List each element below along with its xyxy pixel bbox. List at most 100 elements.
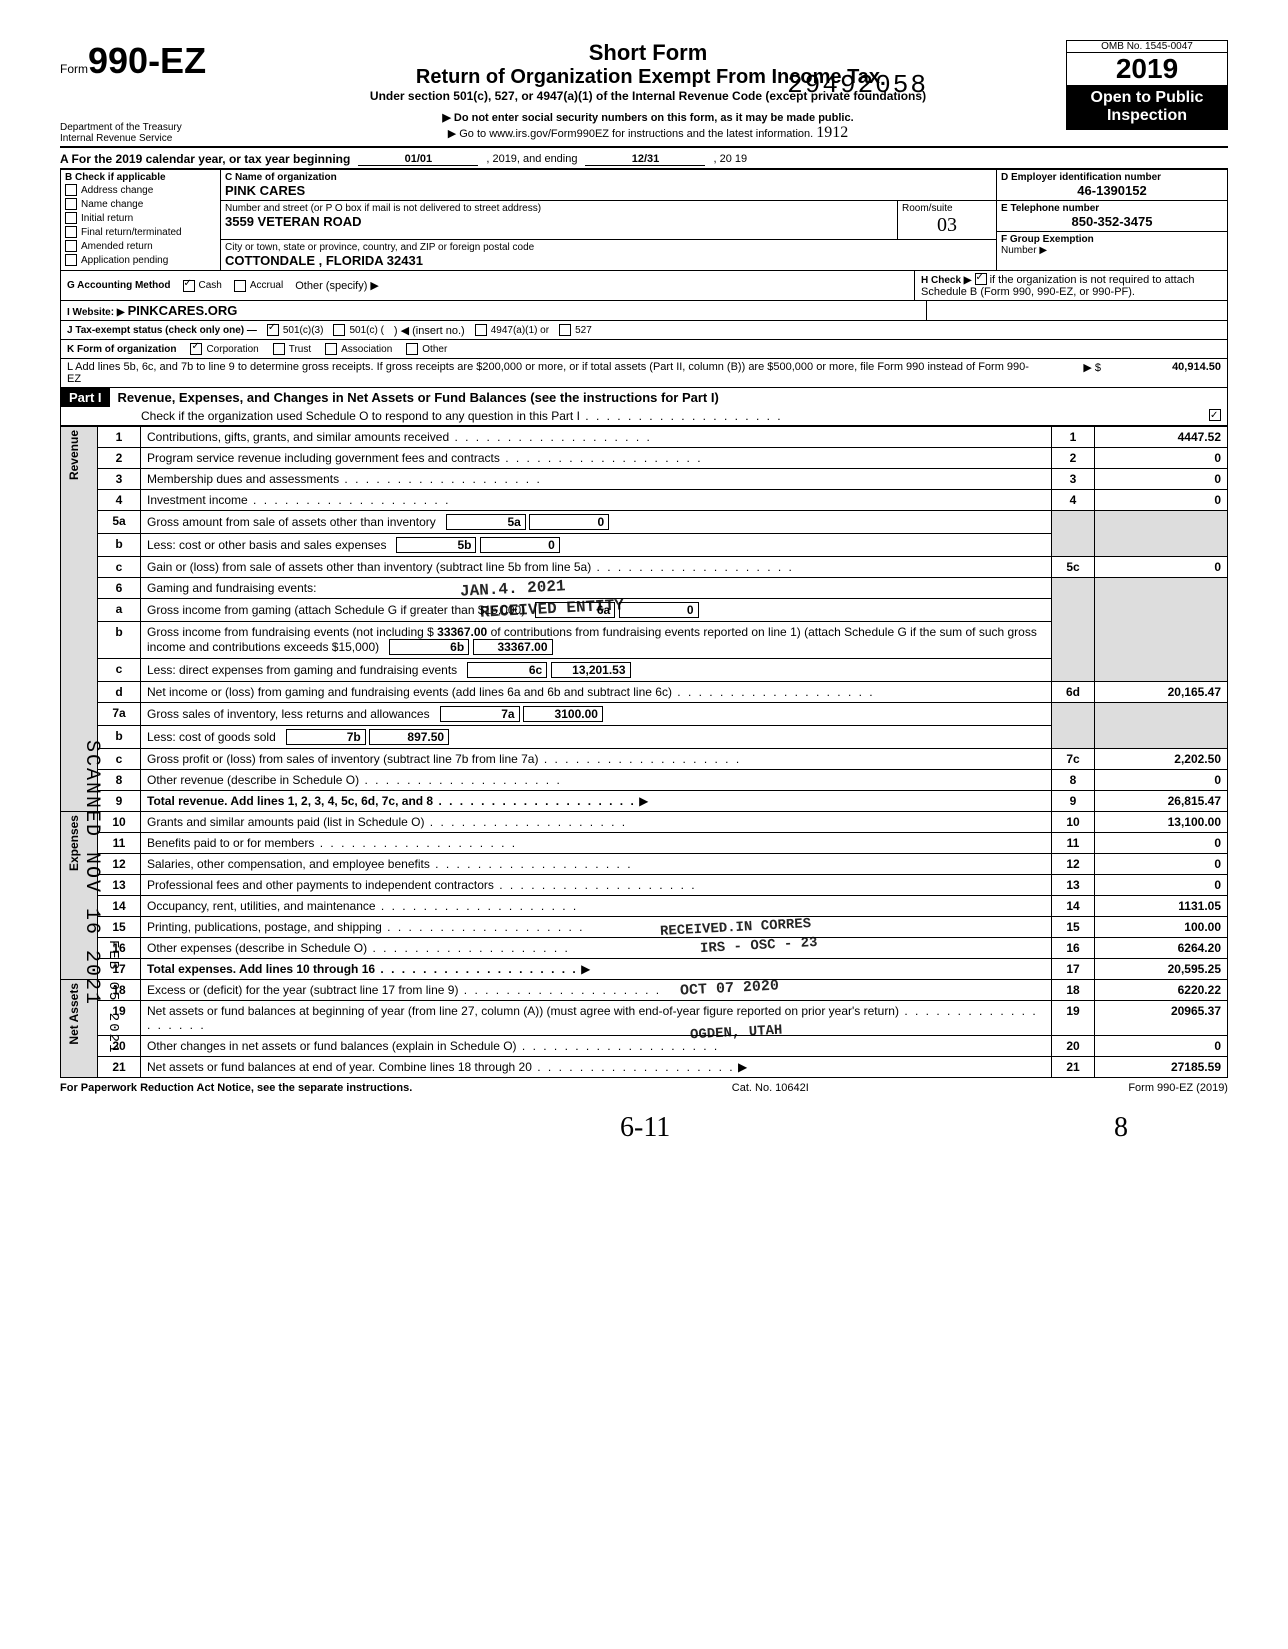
row-12-text: Salaries, other compensation, and employ… <box>141 854 1052 875</box>
row-11-amt: 0 <box>1095 833 1228 854</box>
cb-527[interactable]: 527 <box>559 323 592 337</box>
row-8-amt: 0 <box>1095 770 1228 791</box>
cb-4947[interactable]: 4947(a)(1) or <box>475 323 549 337</box>
city-label: City or town, state or province, country… <box>225 242 992 253</box>
row-5a-text: Gross amount from sale of assets other t… <box>141 511 1052 534</box>
footer-paperwork: For Paperwork Reduction Act Notice, see … <box>60 1082 412 1094</box>
barcode-number: 29492058 <box>787 70 928 100</box>
cb-other-org[interactable]: Other <box>406 342 447 356</box>
row-1-amt: 4447.52 <box>1095 427 1228 448</box>
cb-corporation[interactable]: Corporation <box>190 342 258 356</box>
main-title: Return of Organization Exempt From Incom… <box>230 66 1066 89</box>
section-h-label: H Check ▶ <box>921 275 971 286</box>
row-18-text: Excess or (deficit) for the year (subtra… <box>141 980 1052 1001</box>
short-form-title: Short Form <box>230 40 1066 66</box>
part1-title: Revenue, Expenses, and Changes in Net As… <box>118 390 719 405</box>
line-a-mid: , 2019, and ending <box>486 153 577 165</box>
handwritten-bottom-1: 6-11 <box>620 1112 670 1144</box>
row-20-text: Other changes in net assets or fund bala… <box>141 1036 1052 1057</box>
netassets-side-label: Net Assets <box>67 983 81 1045</box>
row-13-amt: 0 <box>1095 875 1228 896</box>
line-a-label: A For the 2019 calendar year, or tax yea… <box>60 152 350 166</box>
cb-application-pending[interactable]: Application pending <box>65 253 216 267</box>
g-other: Other (specify) ▶ <box>295 279 379 292</box>
j-insert: ) ◀ (insert no.) <box>394 324 465 337</box>
row-19-text: Net assets or fund balances at beginning… <box>141 1001 1052 1036</box>
website-url: PINKCARES.ORG <box>128 303 238 318</box>
row-2-amt: 0 <box>1095 448 1228 469</box>
row-6d-text: Net income or (loss) from gaming and fun… <box>141 682 1052 703</box>
room-suite-value: 03 <box>902 214 992 237</box>
website-note: ▶ Go to www.irs.gov/Form990EZ for instru… <box>230 124 1066 142</box>
row-3-text: Membership dues and assessments <box>141 469 1052 490</box>
section-f-number: Number ▶ <box>1001 245 1223 256</box>
section-f-label: F Group Exemption <box>1001 234 1223 245</box>
section-c-label: C Name of organization <box>225 172 992 183</box>
section-b-label: B Check if applicable <box>65 172 216 183</box>
row-7b-text: Less: cost of goods sold 7b 897.50 <box>141 726 1052 749</box>
row-21-amt: 27185.59 <box>1095 1057 1228 1078</box>
row-15-text: Printing, publications, postage, and shi… <box>141 917 1052 938</box>
cb-address-change[interactable]: Address change <box>65 183 216 197</box>
row-9-amt: 26,815.47 <box>1095 791 1228 812</box>
row-5c-amt: 0 <box>1095 557 1228 578</box>
cb-trust[interactable]: Trust <box>273 342 311 356</box>
form-number: 990-EZ <box>88 40 206 82</box>
row-21-text: Net assets or fund balances at end of ye… <box>141 1057 1052 1078</box>
street-address: 3559 VETERAN ROAD <box>225 214 893 229</box>
dept-treasury: Department of the Treasury <box>60 122 230 133</box>
row-18-amt: 6220.22 <box>1095 980 1228 1001</box>
section-d-label: D Employer identification number <box>1001 172 1223 183</box>
row-4-amt: 0 <box>1095 490 1228 511</box>
scanned-stamp-2: FEB 05 2021 <box>105 940 121 1054</box>
row-14-text: Occupancy, rent, utilities, and maintena… <box>141 896 1052 917</box>
row-7c-text: Gross profit or (loss) from sales of inv… <box>141 749 1052 770</box>
row-16-amt: 6264.20 <box>1095 938 1228 959</box>
row-7a-text: Gross sales of inventory, less returns a… <box>141 703 1052 726</box>
row-20-amt: 0 <box>1095 1036 1228 1057</box>
cb-501c3[interactable]: 501(c)(3) <box>267 323 324 337</box>
row-17-text: Total expenses. Add lines 10 through 16 … <box>141 959 1052 980</box>
row-1-num: 1 <box>98 427 141 448</box>
row-12-amt: 0 <box>1095 854 1228 875</box>
row-6c-text: Less: direct expenses from gaming and fu… <box>141 659 1052 682</box>
cb-final-return[interactable]: Final return/terminated <box>65 225 216 239</box>
org-name: PINK CARES <box>225 183 992 198</box>
part1-label: Part I <box>61 388 110 407</box>
open-public: Open to Public Inspection <box>1067 85 1227 129</box>
l-arrow: ▶ $ <box>1041 361 1101 385</box>
line-a-year: , 20 19 <box>713 153 747 165</box>
row-17-amt: 20,595.25 <box>1095 959 1228 980</box>
row-13-text: Professional fees and other payments to … <box>141 875 1052 896</box>
section-k-label: K Form of organization <box>67 344 176 355</box>
row-11-text: Benefits paid to or for members <box>141 833 1052 854</box>
cb-name-change[interactable]: Name change <box>65 197 216 211</box>
row-5c-text: Gain or (loss) from sale of assets other… <box>141 557 1052 578</box>
cb-association[interactable]: Association <box>325 342 392 356</box>
cb-accrual[interactable]: Accrual <box>234 279 283 293</box>
ssn-note: ▶ Do not enter social security numbers o… <box>230 111 1066 124</box>
city-state-zip: COTTONDALE , FLORIDA 32431 <box>225 253 992 268</box>
row-10-text: Grants and similar amounts paid (list in… <box>141 812 1052 833</box>
row-4-text: Investment income <box>141 490 1052 511</box>
form-label: Form <box>60 62 88 76</box>
cb-schedule-b[interactable] <box>975 273 987 285</box>
row-6b-text: Gross income from fundraising events (no… <box>141 622 1052 659</box>
handwritten-1912: 1912 <box>816 124 848 141</box>
row-7c-amt: 2,202.50 <box>1095 749 1228 770</box>
expenses-side-label: Expenses <box>67 815 81 871</box>
l-gross-receipts: 40,914.50 <box>1101 361 1221 385</box>
row-6d-amt: 20,165.47 <box>1095 682 1228 703</box>
cb-501c[interactable]: 501(c) ( <box>333 323 383 337</box>
addr-label: Number and street (or P O box if mail is… <box>225 203 893 214</box>
cb-cash[interactable]: Cash <box>183 279 222 293</box>
row-16-text: Other expenses (describe in Schedule O) <box>141 938 1052 959</box>
cb-schedule-o[interactable] <box>1209 409 1221 421</box>
scanned-stamp: SCANNED NOV 16 2021 <box>80 740 103 1006</box>
cb-amended[interactable]: Amended return <box>65 239 216 253</box>
tax-year-begin: 01/01 <box>358 153 478 166</box>
handwritten-bottom-2: 8 <box>1114 1112 1128 1144</box>
omb-number: OMB No. 1545-0047 <box>1067 41 1227 53</box>
cb-initial-return[interactable]: Initial return <box>65 211 216 225</box>
row-6-text: Gaming and fundraising events: <box>141 578 1052 599</box>
